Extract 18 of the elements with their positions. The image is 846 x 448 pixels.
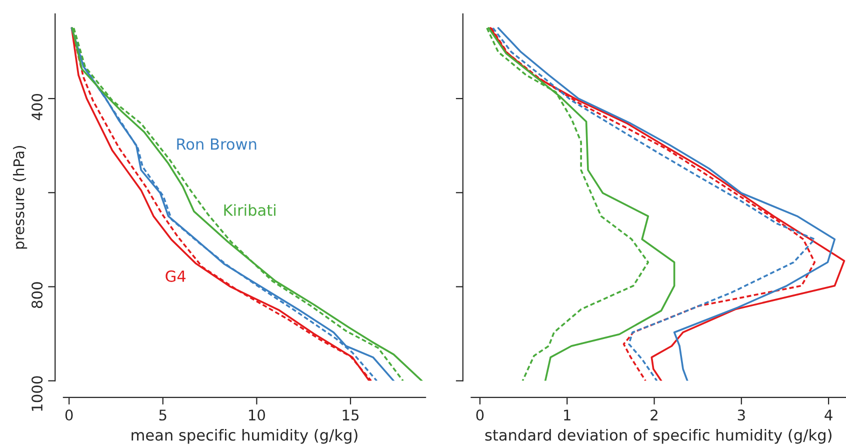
x-axis-title: standard deviation of specific humidity (g/kg) bbox=[485, 428, 832, 444]
x-tick-label: 15 bbox=[342, 410, 358, 421]
x-tick-label: 0 bbox=[65, 410, 73, 421]
series-label: Kiribati bbox=[224, 204, 276, 216]
x-tick-label: 0 bbox=[476, 410, 484, 421]
text: Ron Brown bbox=[177, 138, 256, 150]
series-label: G4 bbox=[166, 270, 186, 282]
x-tick-label: 5 bbox=[159, 410, 166, 421]
y-axis-title: pressure (hPa) bbox=[13, 146, 28, 249]
y-tick-label: 800 bbox=[32, 282, 43, 308]
x-tick-label: 2 bbox=[650, 410, 658, 420]
y-tick-label: 400 bbox=[32, 94, 43, 120]
x-tick-label: 10 bbox=[249, 410, 265, 421]
x-tick-label: 3 bbox=[738, 410, 745, 421]
x-tick-label: 4 bbox=[824, 410, 832, 420]
x-axis-title: mean specific humidity (g/kg) bbox=[132, 428, 358, 444]
x-tick-label: 1 bbox=[564, 410, 570, 420]
y-tick-label: 1000 bbox=[32, 376, 43, 411]
